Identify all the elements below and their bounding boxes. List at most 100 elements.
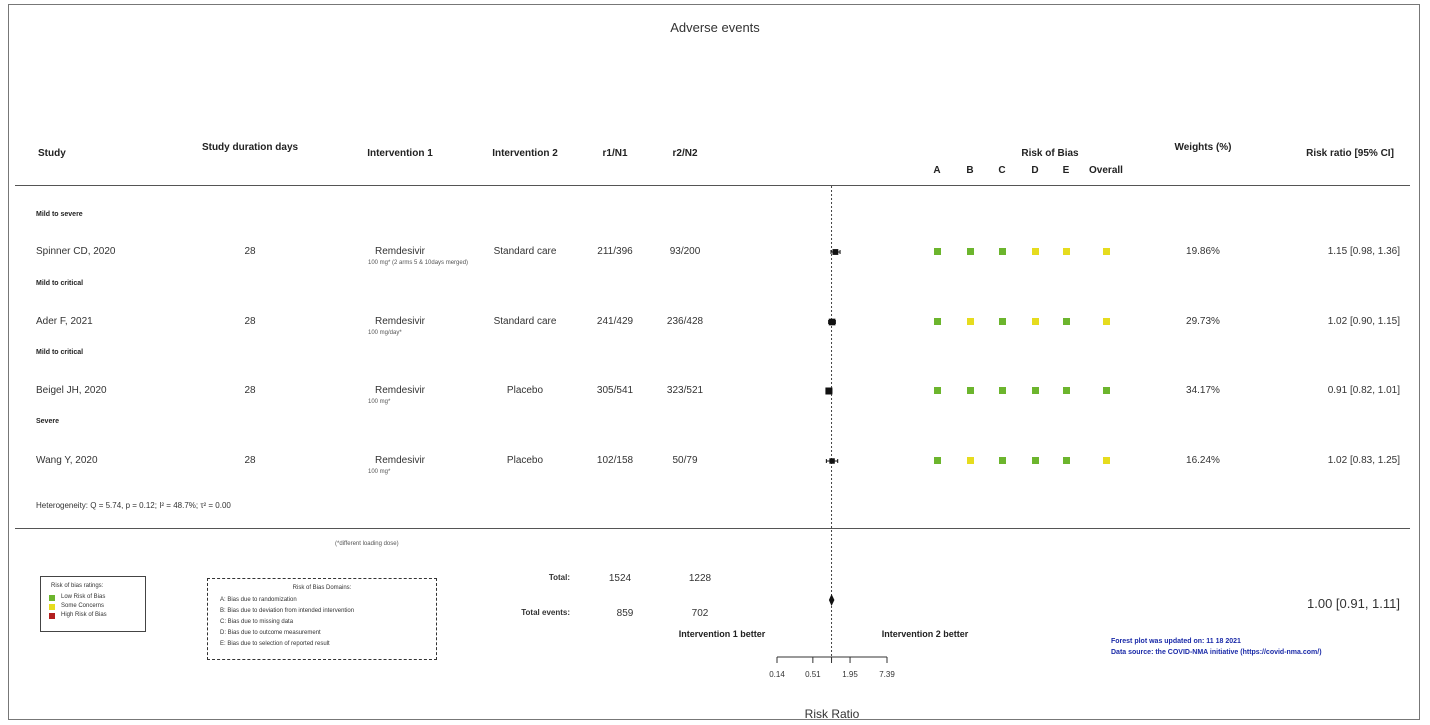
group-label: Mild to severe — [36, 211, 83, 218]
rob-square — [999, 248, 1006, 255]
study-rr-text: 1.02 [0.90, 1.15] — [1327, 316, 1400, 327]
header-risk-ratio: Risk ratio [95% CI] — [1306, 148, 1394, 159]
pooled-rr-text: 1.00 [0.91, 1.11] — [1307, 596, 1400, 611]
intervention-1: Remdesivir — [374, 385, 425, 396]
intervention-2: Standard care — [493, 316, 557, 327]
intervention-1: Remdesivir — [374, 316, 425, 327]
rob-square — [1063, 457, 1070, 464]
study-name: Beigel JH, 2020 — [36, 385, 107, 396]
plot-title: Adverse events — [670, 20, 760, 35]
rob-square — [1103, 318, 1110, 325]
updated-note: Forest plot was updated on: 11 18 2021 — [1111, 638, 1241, 645]
favours-intervention-1: Intervention 1 better — [678, 629, 766, 639]
intervention-2: Placebo — [506, 455, 544, 466]
header-study: Study — [38, 148, 66, 159]
rob-square — [1032, 318, 1039, 325]
rob-square — [1103, 387, 1110, 394]
rob-square — [967, 457, 974, 464]
favours-intervention-2: Intervention 2 better — [881, 629, 969, 639]
rob-square — [1032, 457, 1039, 464]
r2-n2: 236/428 — [666, 316, 704, 327]
rob-letter: D — [1031, 165, 1039, 176]
r2-n2: 93/200 — [669, 246, 701, 257]
study-rr-text: 1.15 [0.98, 1.36] — [1327, 246, 1400, 257]
header-risk-of-bias: Risk of Bias — [1021, 148, 1079, 159]
group-label: Mild to critical — [36, 349, 84, 356]
rob-square — [1063, 248, 1070, 255]
r1-n1: 102/158 — [596, 455, 634, 466]
rob-square — [1063, 318, 1070, 325]
study-rr-text: 1.02 [0.83, 1.25] — [1327, 455, 1400, 466]
dose-note: 100 mg/day* — [368, 330, 402, 336]
rob-square — [967, 318, 974, 325]
rob-square — [1032, 248, 1039, 255]
dose-footnote: (*different loading dose) — [335, 541, 399, 547]
r1-n1: 305/541 — [596, 385, 634, 396]
intervention-2: Standard care — [493, 246, 557, 257]
legend-swatch — [49, 595, 55, 601]
heterogeneity-text: Heterogeneity: Q = 5.74, p = 0.12; I² = … — [36, 501, 231, 510]
rob-square — [1103, 248, 1110, 255]
domain-item: A: Bias due to randomization — [220, 597, 297, 603]
total-n2: 1228 — [688, 573, 712, 584]
study-days: 28 — [244, 455, 256, 466]
r1-n1: 211/396 — [597, 246, 633, 257]
r2-n2: 50/79 — [672, 455, 698, 466]
rob-square — [934, 318, 941, 325]
header-intervention-2: Intervention 2 — [492, 148, 558, 159]
rob-letter: A — [933, 165, 941, 176]
rob-square — [934, 457, 941, 464]
domain-item: B: Bias due to deviation from intended i… — [220, 608, 355, 614]
legend-label: High Risk of Bias — [61, 612, 107, 618]
rob-letter: E — [1062, 165, 1070, 176]
study-name: Ader F, 2021 — [36, 316, 93, 327]
rob-square — [1103, 457, 1110, 464]
r2-n2: 323/521 — [666, 385, 704, 396]
rob-letter: C — [998, 165, 1006, 176]
intervention-2: Placebo — [506, 385, 544, 396]
group-label: Severe — [36, 418, 59, 425]
header-duration: Study duration days — [201, 142, 299, 153]
study-days: 28 — [244, 385, 256, 396]
domains-title: Risk of Bias Domains: — [292, 585, 352, 591]
total-n1: 1524 — [608, 573, 632, 584]
legend-label: Low Risk of Bias — [61, 594, 106, 600]
study-days: 28 — [244, 316, 256, 327]
study-weight: 29.73% — [1186, 316, 1220, 327]
header-rule — [15, 185, 1410, 186]
study-name: Spinner CD, 2020 — [36, 246, 116, 257]
rob-square — [999, 318, 1006, 325]
legend-title: Risk of bias ratings: — [51, 583, 104, 589]
legend-swatch — [49, 613, 55, 619]
study-name: Wang Y, 2020 — [36, 455, 98, 466]
group-label: Mild to critical — [36, 280, 84, 287]
events-2: 702 — [691, 608, 709, 619]
study-weight: 16.24% — [1186, 455, 1220, 466]
source-note: Data source: the COVID-NMA initiative (h… — [1111, 649, 1322, 656]
r1-n1: 241/429 — [596, 316, 634, 327]
events-1: 859 — [616, 608, 634, 619]
dose-note: 100 mg* (2 arms 5 & 10days merged) — [368, 260, 469, 266]
intervention-1: Remdesivir — [374, 246, 425, 257]
rob-square — [1032, 387, 1039, 394]
rob-square — [934, 387, 941, 394]
dose-note: 100 mg* — [368, 399, 391, 405]
study-weight: 19.86% — [1186, 246, 1220, 257]
intervention-1: Remdesivir — [374, 455, 425, 466]
header-intervention-1: Intervention 1 — [367, 148, 433, 159]
rob-square — [967, 387, 974, 394]
header-weights: Weights (%) — [1174, 142, 1232, 153]
events-label: Total events: — [521, 608, 570, 617]
study-weight: 34.17% — [1186, 385, 1220, 396]
rob-domains-box: Risk of Bias Domains: A: Bias due to ran… — [207, 578, 437, 660]
domain-item: D: Bias due to outcome measurement — [220, 630, 321, 636]
domain-item: C: Bias due to missing data — [220, 619, 294, 625]
header-r2n2: r2/N2 — [672, 148, 698, 159]
total-label: Total: — [548, 573, 570, 582]
rob-square — [999, 387, 1006, 394]
legend-label: Some Concerns — [61, 603, 105, 609]
rob-square — [967, 248, 974, 255]
rob-ratings-legend: Risk of bias ratings: Low Risk of Bias So… — [40, 576, 146, 632]
rob-letter: B — [966, 165, 974, 176]
header-r1n1: r1/N1 — [602, 148, 628, 159]
